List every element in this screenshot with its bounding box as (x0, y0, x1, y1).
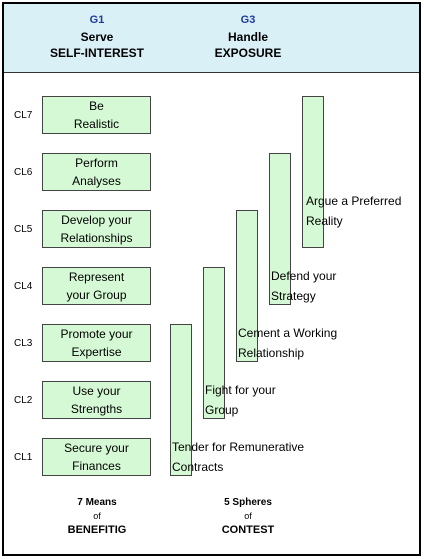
sphere-bar-argue-reality (302, 96, 324, 248)
sphere-line2: Relationship (238, 346, 305, 360)
level-label-cl6: CL6 (14, 167, 33, 178)
sphere-line2: Contracts (172, 460, 224, 474)
means-line1: Represent (68, 270, 125, 284)
means-box-promote-expertise: Promote your Expertise (42, 324, 151, 362)
g1-noun: SELF-INTEREST (49, 46, 144, 60)
level-label-cl4: CL4 (14, 281, 33, 292)
means-box-use-strengths: Use your Strengths (42, 381, 151, 419)
g3-noun: EXPOSURE (214, 46, 282, 60)
sphere-line1: Defend your (271, 269, 337, 283)
level-label-cl2: CL2 (14, 395, 33, 406)
means-line1: Perform (75, 156, 118, 170)
means-line2: Strengths (70, 402, 123, 416)
header-band: G1 Serve SELF-INTEREST G3 Handle EXPOSUR… (4, 4, 419, 73)
means-box-perform-analyses: Perform Analyses (42, 153, 151, 191)
sphere-line2: Group (205, 403, 239, 417)
sphere-line1: Cement a Working (238, 326, 338, 340)
spheres-count: 5 Spheres (224, 497, 272, 508)
sphere-line1: Fight for your (205, 383, 276, 397)
sphere-label-fight-group: Fight for your Group (205, 380, 276, 420)
means-box-represent-group: Represent your Group (42, 267, 151, 305)
sphere-line1: Argue a Preferred (306, 194, 402, 208)
means-line1: Be (89, 99, 104, 113)
sphere-line1: Tender for Remunerative (172, 440, 305, 454)
g3-heading: G3 Handle EXPOSURE (178, 13, 318, 61)
spheres-footer: 5 Spheres of CONTEST (178, 497, 318, 537)
means-line2: Realistic (73, 117, 120, 131)
means-box-secure-finances: Secure your Finances (42, 438, 151, 476)
means-box-be-realistic: Be Realistic (42, 96, 151, 134)
means-line2: Analyses (72, 174, 121, 188)
means-line2: Finances (72, 459, 121, 473)
sphere-bar-defend-strategy (269, 153, 291, 305)
means-box-develop-relationships: Develop your Relationships (42, 210, 151, 248)
means-footer: 7 Means of BENEFITIG (27, 497, 167, 537)
diagram-frame: G1 Serve SELF-INTEREST G3 Handle EXPOSUR… (2, 2, 421, 556)
sphere-line2: Strategy (271, 289, 316, 303)
means-line2: Relationships (60, 231, 133, 245)
spheres-of: of (244, 511, 252, 521)
means-line1: Promote your (60, 327, 133, 341)
g1-heading: G1 Serve SELF-INTEREST (27, 13, 167, 61)
g1-verb: Serve (80, 30, 114, 44)
spheres-title: CONTEST (221, 524, 275, 536)
means-line1: Use your (72, 384, 121, 398)
means-count: 7 Means (77, 497, 117, 508)
means-line1: Develop your (61, 213, 132, 227)
means-line2: Expertise (71, 345, 122, 359)
sphere-bar-cement-relationship (236, 210, 258, 362)
sphere-line2: Reality (306, 214, 343, 228)
sphere-label-argue-reality: Argue a Preferred Reality (306, 191, 401, 231)
means-title: BENEFITIG (67, 524, 127, 536)
g1-code: G1 (89, 14, 105, 26)
sphere-label-tender-contracts: Tender for Remunerative Contracts (172, 437, 304, 477)
level-label-cl3: CL3 (14, 338, 33, 349)
level-label-cl5: CL5 (14, 224, 33, 235)
means-of: of (93, 511, 101, 521)
sphere-bar-tender-contracts (170, 324, 192, 476)
level-label-cl1: CL1 (14, 452, 33, 463)
means-line1: Secure your (64, 441, 129, 455)
g3-verb: Handle (227, 30, 268, 44)
means-line2: your Group (66, 288, 127, 302)
level-label-cl7: CL7 (14, 110, 33, 121)
sphere-label-cement-relationship: Cement a Working Relationship (238, 323, 337, 363)
sphere-label-defend-strategy: Defend your Strategy (271, 266, 336, 306)
sphere-bar-fight-group (203, 267, 225, 419)
g3-code: G3 (240, 14, 256, 26)
